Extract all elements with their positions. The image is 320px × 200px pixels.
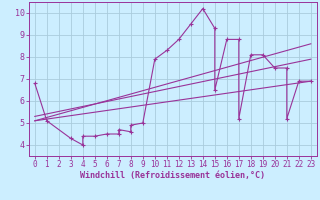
X-axis label: Windchill (Refroidissement éolien,°C): Windchill (Refroidissement éolien,°C) [80, 171, 265, 180]
